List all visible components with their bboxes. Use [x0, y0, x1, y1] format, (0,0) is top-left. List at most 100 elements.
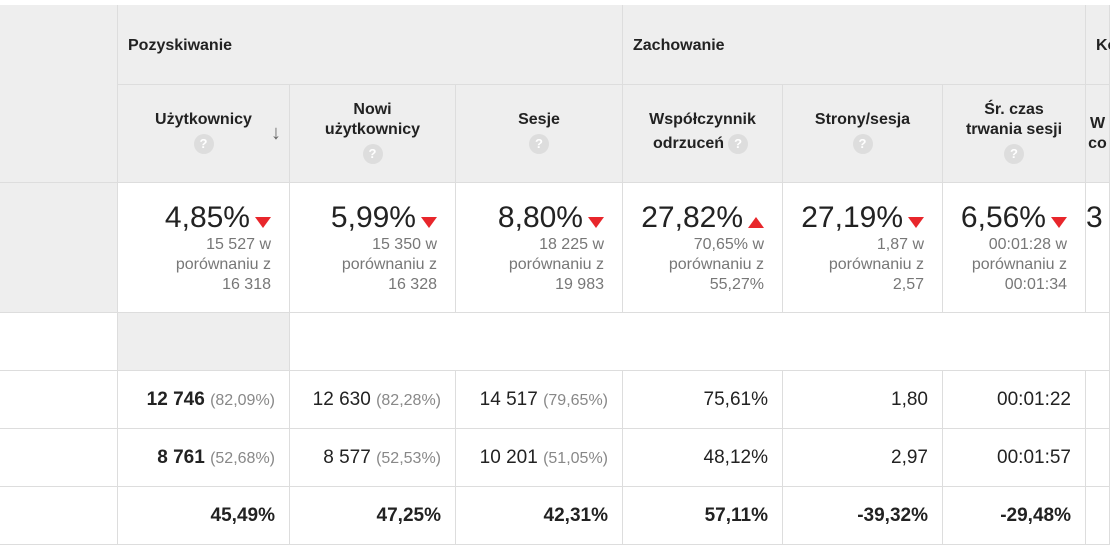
column-header: W co: [1086, 85, 1110, 183]
summary-change: 4,85%: [118, 201, 271, 235]
comparison-text: porównaniu z: [175, 256, 271, 273]
change-value: 6,56%: [960, 201, 1046, 234]
comparison-text: 70,65% w: [693, 236, 764, 253]
change-arrow: [421, 217, 437, 229]
row-label-cell: [0, 429, 118, 487]
summary-cell: 6,56% 00:01:28 w porównaniu z 00:01:34: [943, 183, 1086, 313]
data-cell: 2,97: [783, 429, 943, 487]
comparison-text: 15 350 w: [372, 236, 437, 253]
column-header: Współczynnik odrzuceń?: [623, 85, 783, 183]
header-content: Sesje?: [509, 110, 569, 158]
column-header: Śr. czas trwania sesji?: [943, 85, 1086, 183]
comparison-text: 15 527 w: [206, 236, 271, 253]
comparison-text: 00:01:34: [1004, 276, 1067, 293]
cell-share: (82,09%): [210, 392, 275, 409]
cell-value: 12 746: [146, 389, 205, 410]
summary-cell: 27,19% 1,87 w porównaniu z 2,57: [783, 183, 943, 313]
cell-value: 75,61%: [703, 389, 768, 410]
summary-cell: 5,99% 15 350 w porównaniu z 16 328: [290, 183, 456, 313]
column-label: Współczynnik odrzuceń: [649, 110, 756, 152]
data-cell: 00:01:57: [943, 429, 1086, 487]
cell-value: 8 761: [157, 447, 205, 468]
cell-value: 57,11%: [704, 505, 768, 526]
help-icon: ?: [1004, 143, 1024, 164]
data-cell: 48,12%: [623, 429, 783, 487]
group-header: Pozyskiwanie: [118, 5, 623, 85]
comparison-text: 55,27%: [709, 276, 764, 293]
cell-share: (79,65%): [543, 392, 608, 409]
row-label-cell: [0, 371, 118, 429]
column-header: Nowi użytkownicy?: [290, 85, 456, 183]
comparison-text: porównaniu z: [508, 256, 604, 273]
comparison-text: porównaniu z: [828, 256, 924, 273]
group-label: Pozyskiwanie: [128, 37, 233, 54]
header-content: Użytkownicy?: [149, 110, 259, 158]
cell-value: 42,31%: [543, 505, 608, 526]
cell-value: 2,97: [891, 447, 928, 468]
change-value: 8,80%: [497, 201, 583, 234]
data-cell: 10 201 (51,05%): [456, 429, 623, 487]
comparison-text: 19 983: [555, 276, 604, 293]
summary-change: 6,56%: [943, 201, 1067, 235]
cell-value: -39,32%: [857, 505, 928, 526]
column-label: Śr. czas trwania sesji: [965, 100, 1063, 138]
blank-cell: [118, 313, 290, 371]
column-label: Użytkownicy: [155, 110, 252, 128]
comparison-text: 18 225 w: [539, 236, 604, 253]
header-content: Strony/sesja?: [808, 110, 918, 158]
data-cell: 57,11%: [623, 487, 783, 545]
cell-value: 14 517: [479, 389, 538, 410]
data-cell: 45,49%: [118, 487, 290, 545]
column-label: Nowi użytkownicy: [324, 100, 421, 138]
help-icon: ?: [852, 133, 873, 154]
cell-value: 45,49%: [210, 505, 275, 526]
data-cell: 00:01:22: [943, 371, 1086, 429]
cell-value: 12 630: [312, 389, 371, 410]
comparison-text: 2,57: [892, 276, 924, 293]
change-value: 3: [1086, 201, 1103, 234]
summary-change: 3: [1086, 201, 1103, 235]
summary-label-cell: [0, 183, 118, 313]
header-content: Współczynnik odrzuceń?: [638, 110, 768, 158]
cell-value: 1,80: [891, 389, 928, 410]
comparison-text: porównaniu z: [341, 256, 437, 273]
summary-change: 27,82%: [623, 201, 764, 235]
change-arrow: [908, 217, 924, 229]
change-value: 4,85%: [164, 201, 250, 234]
column-label: Strony/sesja: [814, 110, 911, 128]
cell-value: -29,48%: [1000, 505, 1071, 526]
cell-share: (82,28%): [376, 392, 441, 409]
comparison-text: 16 328: [388, 276, 437, 293]
change-arrow: [255, 217, 271, 229]
change-value: 27,82%: [641, 201, 743, 234]
column-header: Strony/sesja?: [783, 85, 943, 183]
change-arrow: [1051, 217, 1067, 229]
data-cell: 75,61%: [623, 371, 783, 429]
blank-cell: [290, 313, 1110, 371]
summary-change: 8,80%: [456, 201, 604, 235]
cell-value: 00:01:22: [997, 389, 1071, 410]
summary-change: 5,99%: [290, 201, 437, 235]
group-label: Zachowanie: [633, 37, 725, 54]
comparison-text: porównaniu z: [668, 256, 764, 273]
data-cell: 12 630 (82,28%): [290, 371, 456, 429]
blank-cell: [0, 313, 118, 371]
sort-arrow: ↓: [271, 122, 281, 144]
group-label: Ko: [1096, 37, 1110, 54]
comparison-text: 00:01:28 w: [988, 236, 1067, 253]
data-cell: [1086, 429, 1110, 487]
cell-share: (52,68%): [210, 450, 275, 467]
group-header: Zachowanie: [623, 5, 1086, 85]
comparison-text: porównaniu z: [971, 256, 1067, 273]
data-cell: [1086, 487, 1110, 545]
data-cell: [1086, 371, 1110, 429]
summary-cell: 27,82% 70,65% w porównaniu z 55,27%: [623, 183, 783, 313]
header-content: Nowi użytkownicy?: [318, 100, 428, 168]
data-cell: 47,25%: [290, 487, 456, 545]
cell-value: 00:01:57: [997, 447, 1071, 468]
column-header: Sesje?: [456, 85, 623, 183]
column-header: Użytkownicy? ↓: [118, 85, 290, 183]
help-icon: ?: [529, 133, 549, 154]
change-arrow: [588, 217, 604, 229]
